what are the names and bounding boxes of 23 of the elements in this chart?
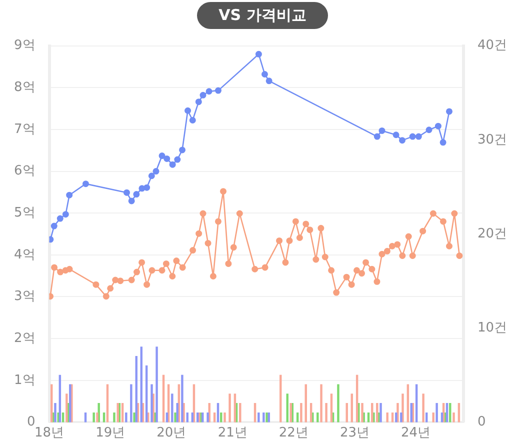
x-tick-label: 24년 bbox=[401, 425, 431, 440]
x-tick-label: 23년 bbox=[340, 425, 370, 440]
x-tick-label: 19년 bbox=[96, 425, 126, 440]
y2-tick-label: 20건 bbox=[477, 226, 508, 242]
y-tick-label: 7억 bbox=[14, 122, 36, 137]
y-tick-label: 3억 bbox=[14, 289, 36, 304]
chart-title: VS 가격비교 bbox=[196, 2, 328, 29]
y2-tick-label: 30건 bbox=[477, 132, 508, 148]
y-tick-label: 9억 bbox=[14, 38, 36, 54]
y-tick-label: 1억 bbox=[14, 372, 36, 388]
x-tick-label: 22년 bbox=[278, 425, 308, 440]
y-tick-label: 6억 bbox=[14, 164, 36, 179]
y-tick-label: 4억 bbox=[14, 247, 36, 262]
y-tick-label: 5억 bbox=[14, 205, 36, 220]
y2-tick-label: 40건 bbox=[477, 38, 508, 54]
x-tick-label: 21년 bbox=[218, 425, 248, 440]
x-tick-label: 18년 bbox=[34, 425, 64, 440]
y2-tick-label: 10건 bbox=[477, 320, 508, 336]
y2-tick-label: 0 bbox=[477, 414, 486, 430]
y-tick-label: 8억 bbox=[14, 80, 36, 95]
y-tick-label: 0 bbox=[26, 414, 36, 430]
y-tick-label: 2억 bbox=[14, 330, 36, 346]
x-tick-label: 20년 bbox=[156, 425, 186, 440]
